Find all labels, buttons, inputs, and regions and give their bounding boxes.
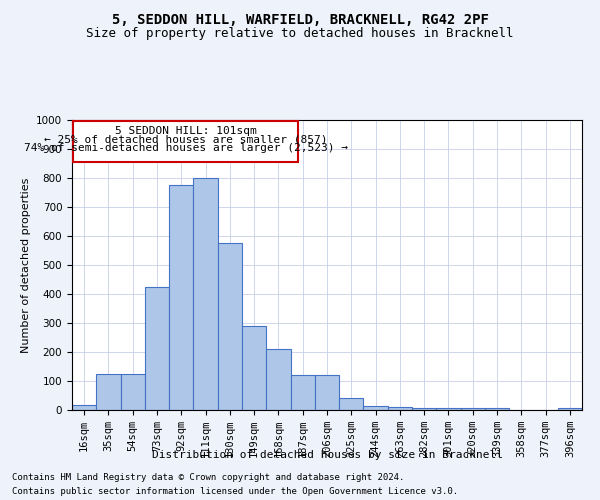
FancyBboxPatch shape <box>73 122 298 162</box>
Bar <box>315 375 339 410</box>
Bar <box>242 326 266 410</box>
Text: ← 25% of detached houses are smaller (857): ← 25% of detached houses are smaller (85… <box>44 134 327 144</box>
Text: 5 SEDDON HILL: 101sqm: 5 SEDDON HILL: 101sqm <box>115 126 256 136</box>
Text: Distribution of detached houses by size in Bracknell: Distribution of detached houses by size … <box>151 450 503 460</box>
Text: Contains HM Land Registry data © Crown copyright and database right 2024.: Contains HM Land Registry data © Crown c… <box>12 474 404 482</box>
Bar <box>121 374 145 410</box>
Bar <box>96 374 121 410</box>
Text: Size of property relative to detached houses in Bracknell: Size of property relative to detached ho… <box>86 28 514 40</box>
Bar <box>339 398 364 410</box>
Y-axis label: Number of detached properties: Number of detached properties <box>20 178 31 352</box>
Text: Contains public sector information licensed under the Open Government Licence v3: Contains public sector information licen… <box>12 487 458 496</box>
Bar <box>290 375 315 410</box>
Bar <box>412 408 436 410</box>
Bar <box>266 349 290 410</box>
Bar <box>218 244 242 410</box>
Bar <box>461 408 485 410</box>
Text: 74% of semi-detached houses are larger (2,523) →: 74% of semi-detached houses are larger (… <box>23 142 347 152</box>
Bar <box>72 405 96 410</box>
Bar <box>436 408 461 410</box>
Bar <box>364 406 388 410</box>
Bar <box>169 185 193 410</box>
Bar <box>193 178 218 410</box>
Bar <box>388 407 412 410</box>
Bar <box>558 408 582 410</box>
Bar <box>145 287 169 410</box>
Text: 5, SEDDON HILL, WARFIELD, BRACKNELL, RG42 2PF: 5, SEDDON HILL, WARFIELD, BRACKNELL, RG4… <box>112 12 488 26</box>
Bar <box>485 408 509 410</box>
